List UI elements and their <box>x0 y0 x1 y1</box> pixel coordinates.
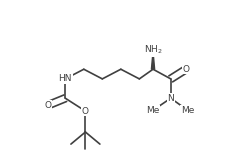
Polygon shape <box>151 52 154 69</box>
Text: HN: HN <box>58 74 72 83</box>
Text: Me: Me <box>146 106 159 115</box>
Text: NH$_2$: NH$_2$ <box>143 44 162 56</box>
Text: O: O <box>44 101 51 110</box>
Text: Me: Me <box>180 106 194 115</box>
Text: N: N <box>167 94 173 103</box>
Text: O: O <box>182 65 189 74</box>
Text: O: O <box>82 107 88 116</box>
